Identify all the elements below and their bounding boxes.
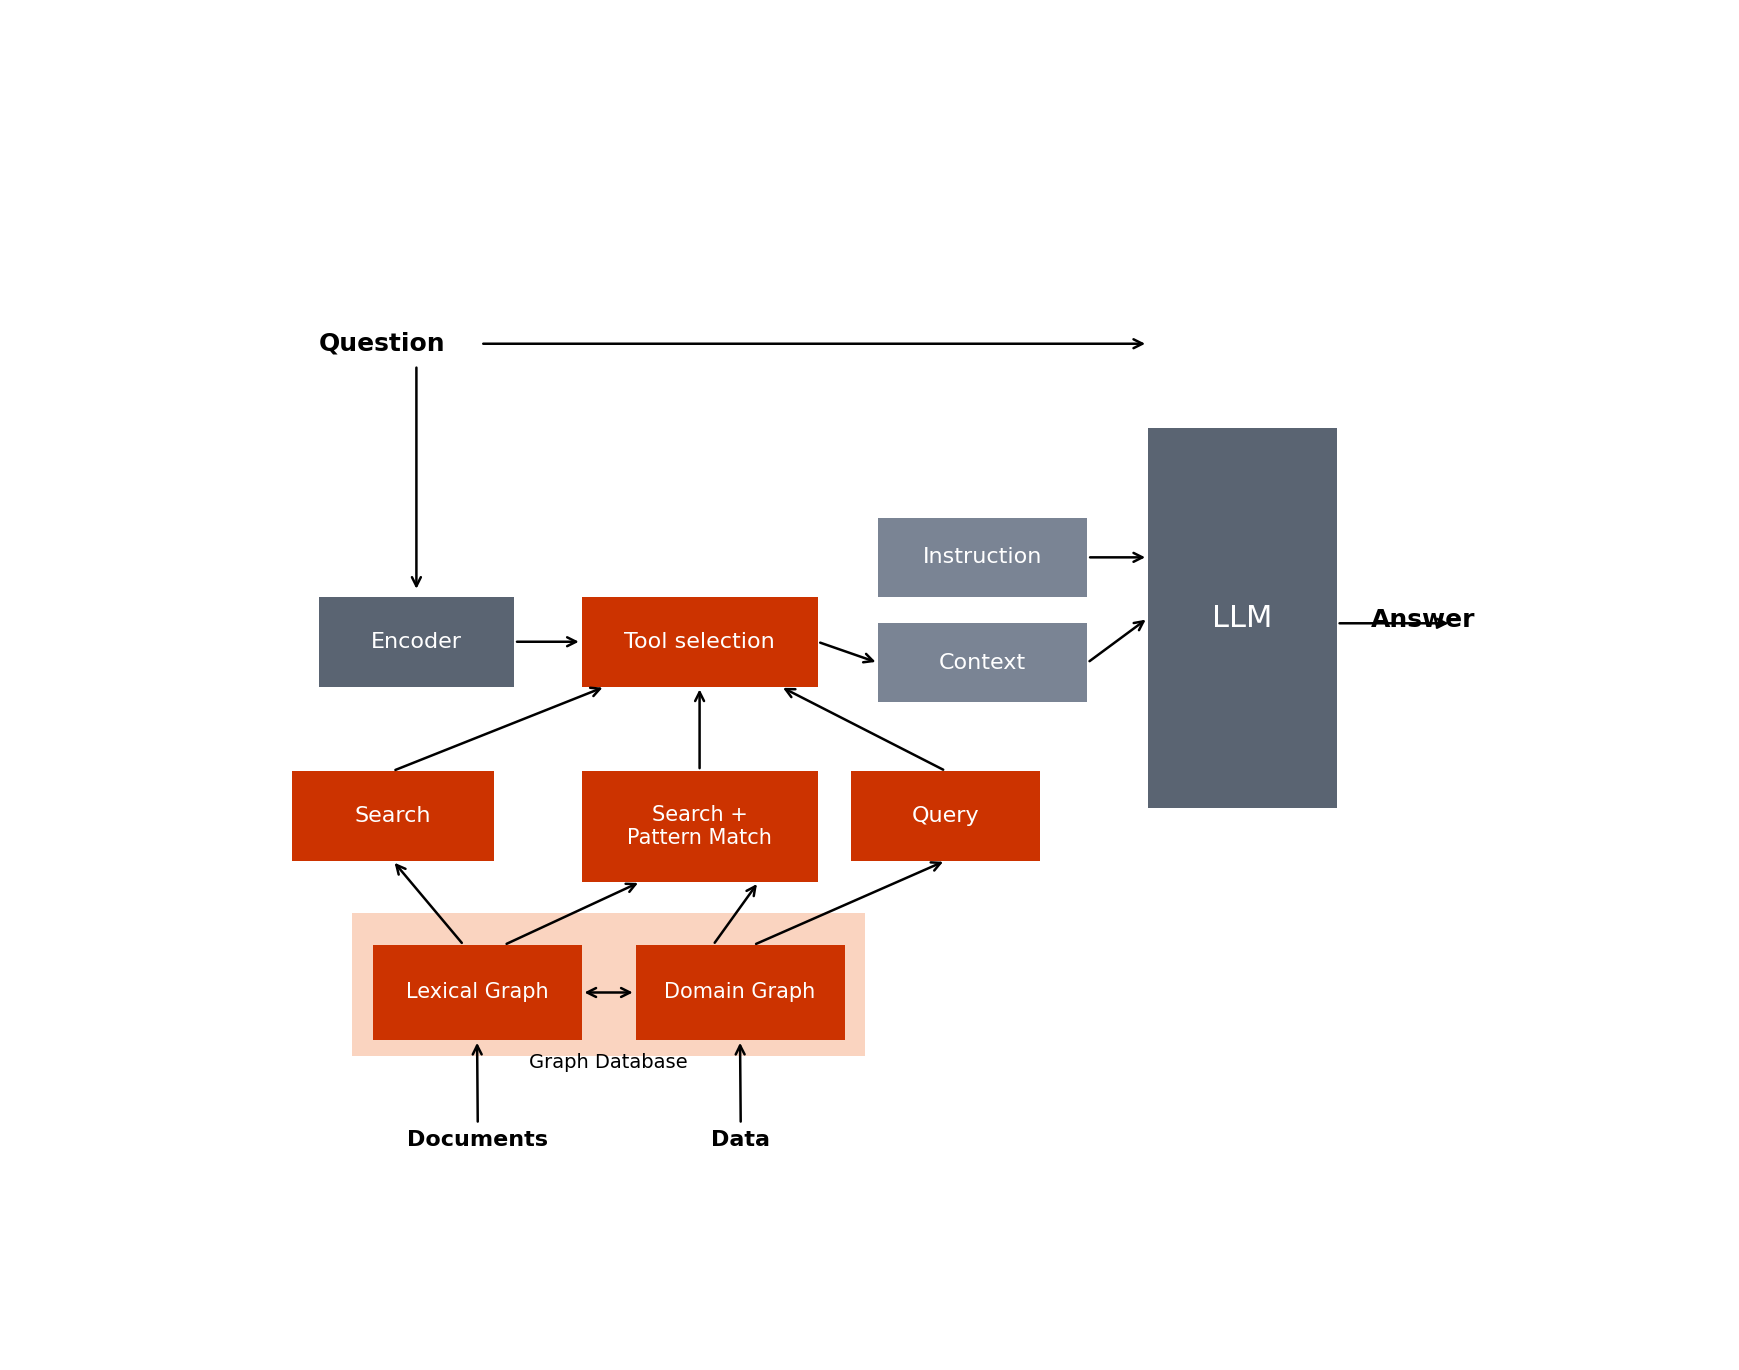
Text: Search: Search [355, 806, 431, 826]
FancyBboxPatch shape [850, 771, 1040, 860]
FancyBboxPatch shape [635, 945, 843, 1040]
FancyBboxPatch shape [581, 597, 817, 686]
Text: Tool selection: Tool selection [624, 632, 774, 652]
Text: Domain Graph: Domain Graph [664, 982, 816, 1003]
FancyBboxPatch shape [318, 597, 515, 686]
Text: Encoder: Encoder [370, 632, 461, 652]
FancyBboxPatch shape [351, 914, 864, 1056]
Text: Search +
Pattern Match: Search + Pattern Match [626, 804, 772, 848]
FancyBboxPatch shape [372, 945, 581, 1040]
Text: Answer: Answer [1370, 608, 1475, 632]
Text: Data: Data [711, 1130, 770, 1151]
Text: Context: Context [939, 653, 1026, 673]
Text: Lexical Graph: Lexical Graph [405, 982, 548, 1003]
FancyBboxPatch shape [581, 771, 817, 882]
Text: Question: Question [318, 332, 445, 356]
Text: Graph Database: Graph Database [529, 1052, 687, 1071]
FancyBboxPatch shape [878, 518, 1087, 597]
Text: Query: Query [911, 806, 979, 826]
Text: Instruction: Instruction [923, 548, 1042, 567]
FancyBboxPatch shape [878, 623, 1087, 703]
FancyBboxPatch shape [292, 771, 494, 860]
Text: LLM: LLM [1212, 604, 1271, 633]
Text: Documents: Documents [407, 1130, 548, 1151]
FancyBboxPatch shape [1148, 427, 1336, 808]
